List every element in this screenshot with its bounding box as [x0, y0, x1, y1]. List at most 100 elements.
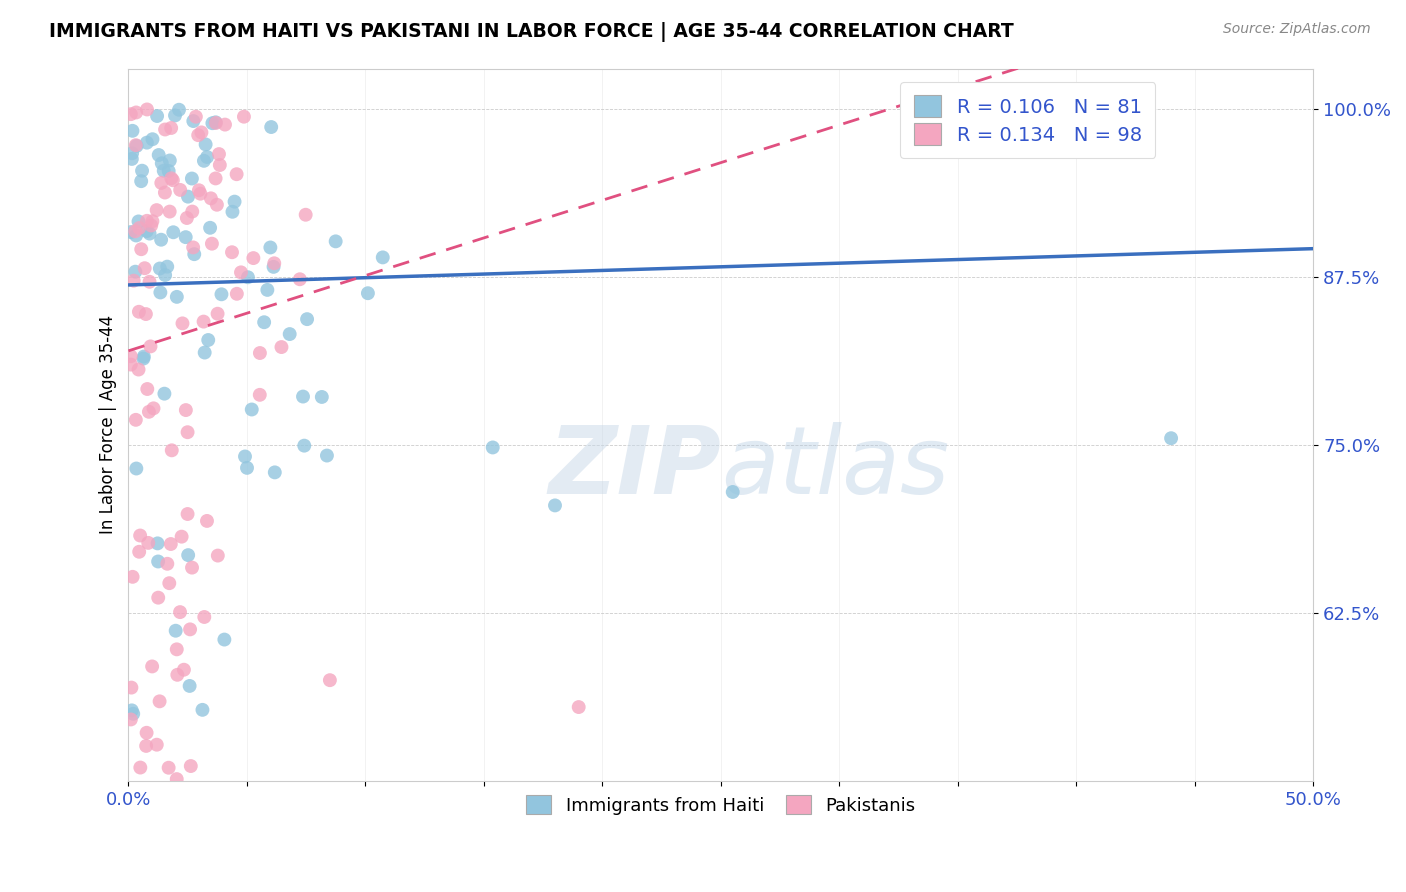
Point — [153, 186, 176, 200]
Text: Source: ZipAtlas.com: Source: ZipAtlas.com — [1223, 22, 1371, 37]
Point — [150, 233, 173, 247]
Point — [179, 679, 201, 693]
Point — [148, 148, 170, 162]
Point — [159, 204, 181, 219]
Point — [325, 235, 347, 249]
Point — [176, 507, 198, 521]
Point — [204, 171, 226, 186]
Point — [152, 163, 174, 178]
Point — [176, 211, 198, 225]
Point — [224, 194, 246, 209]
Point — [201, 116, 224, 130]
Point — [165, 624, 187, 638]
Point — [136, 382, 159, 396]
Point — [125, 413, 148, 427]
Point — [162, 173, 184, 187]
Point — [193, 610, 215, 624]
Point — [141, 214, 163, 228]
Point — [120, 225, 142, 239]
Point — [149, 261, 172, 276]
Point — [183, 247, 205, 261]
Point — [270, 340, 292, 354]
Point — [135, 307, 157, 321]
Point — [172, 317, 194, 331]
Point — [205, 198, 228, 212]
Point — [166, 642, 188, 657]
Point — [177, 189, 200, 203]
Point — [288, 272, 311, 286]
Point — [166, 772, 188, 786]
Point — [150, 156, 173, 170]
Point — [211, 287, 233, 301]
Point — [316, 449, 339, 463]
Point — [198, 220, 221, 235]
Point — [156, 260, 179, 274]
Point — [208, 158, 231, 172]
Text: IMMIGRANTS FROM HAITI VS PAKISTANI IN LABOR FORCE | AGE 35-44 CORRELATION CHART: IMMIGRANTS FROM HAITI VS PAKISTANI IN LA… — [49, 22, 1014, 42]
Point — [157, 576, 180, 591]
Point — [120, 349, 142, 363]
Point — [229, 265, 252, 279]
Point — [141, 659, 163, 673]
Point — [263, 260, 285, 274]
Point — [292, 390, 315, 404]
Point — [134, 261, 156, 276]
Point — [174, 403, 197, 417]
Point — [568, 700, 591, 714]
Point — [128, 545, 150, 559]
Point — [132, 351, 155, 366]
Point — [122, 274, 145, 288]
Point — [278, 327, 301, 342]
Point — [122, 706, 145, 721]
Point — [170, 530, 193, 544]
Point — [295, 312, 318, 326]
Point — [125, 105, 148, 120]
Point — [128, 221, 150, 235]
Point — [214, 632, 236, 647]
Point — [128, 214, 150, 228]
Point — [160, 171, 183, 186]
Point — [177, 548, 200, 562]
Point — [181, 560, 204, 574]
Point — [319, 673, 342, 688]
Point — [195, 150, 218, 164]
Point — [120, 713, 142, 727]
Point — [183, 114, 205, 128]
Point — [146, 536, 169, 550]
Point — [129, 760, 152, 774]
Point — [136, 536, 159, 550]
Point — [159, 153, 181, 168]
Point — [138, 405, 160, 419]
Point — [157, 164, 180, 178]
Point — [124, 265, 146, 279]
Point — [167, 103, 190, 117]
Y-axis label: In Labor Force | Age 35-44: In Labor Force | Age 35-44 — [100, 315, 117, 534]
Point — [721, 485, 744, 500]
Point — [371, 251, 394, 265]
Point — [481, 441, 503, 455]
Point — [138, 227, 160, 241]
Point — [181, 240, 204, 254]
Point — [190, 125, 212, 139]
Point — [157, 761, 180, 775]
Point — [149, 694, 172, 708]
Point — [173, 663, 195, 677]
Point — [181, 204, 204, 219]
Point — [125, 139, 148, 153]
Point — [120, 358, 142, 372]
Point — [214, 118, 236, 132]
Point — [160, 443, 183, 458]
Point — [160, 120, 183, 135]
Point — [174, 230, 197, 244]
Text: atlas: atlas — [721, 422, 949, 513]
Point — [166, 668, 188, 682]
Point — [149, 285, 172, 300]
Point — [142, 401, 165, 416]
Point — [180, 759, 202, 773]
Point — [132, 350, 155, 364]
Point — [263, 466, 285, 480]
Point — [148, 591, 170, 605]
Point — [135, 739, 157, 753]
Point — [201, 236, 224, 251]
Point — [311, 390, 333, 404]
